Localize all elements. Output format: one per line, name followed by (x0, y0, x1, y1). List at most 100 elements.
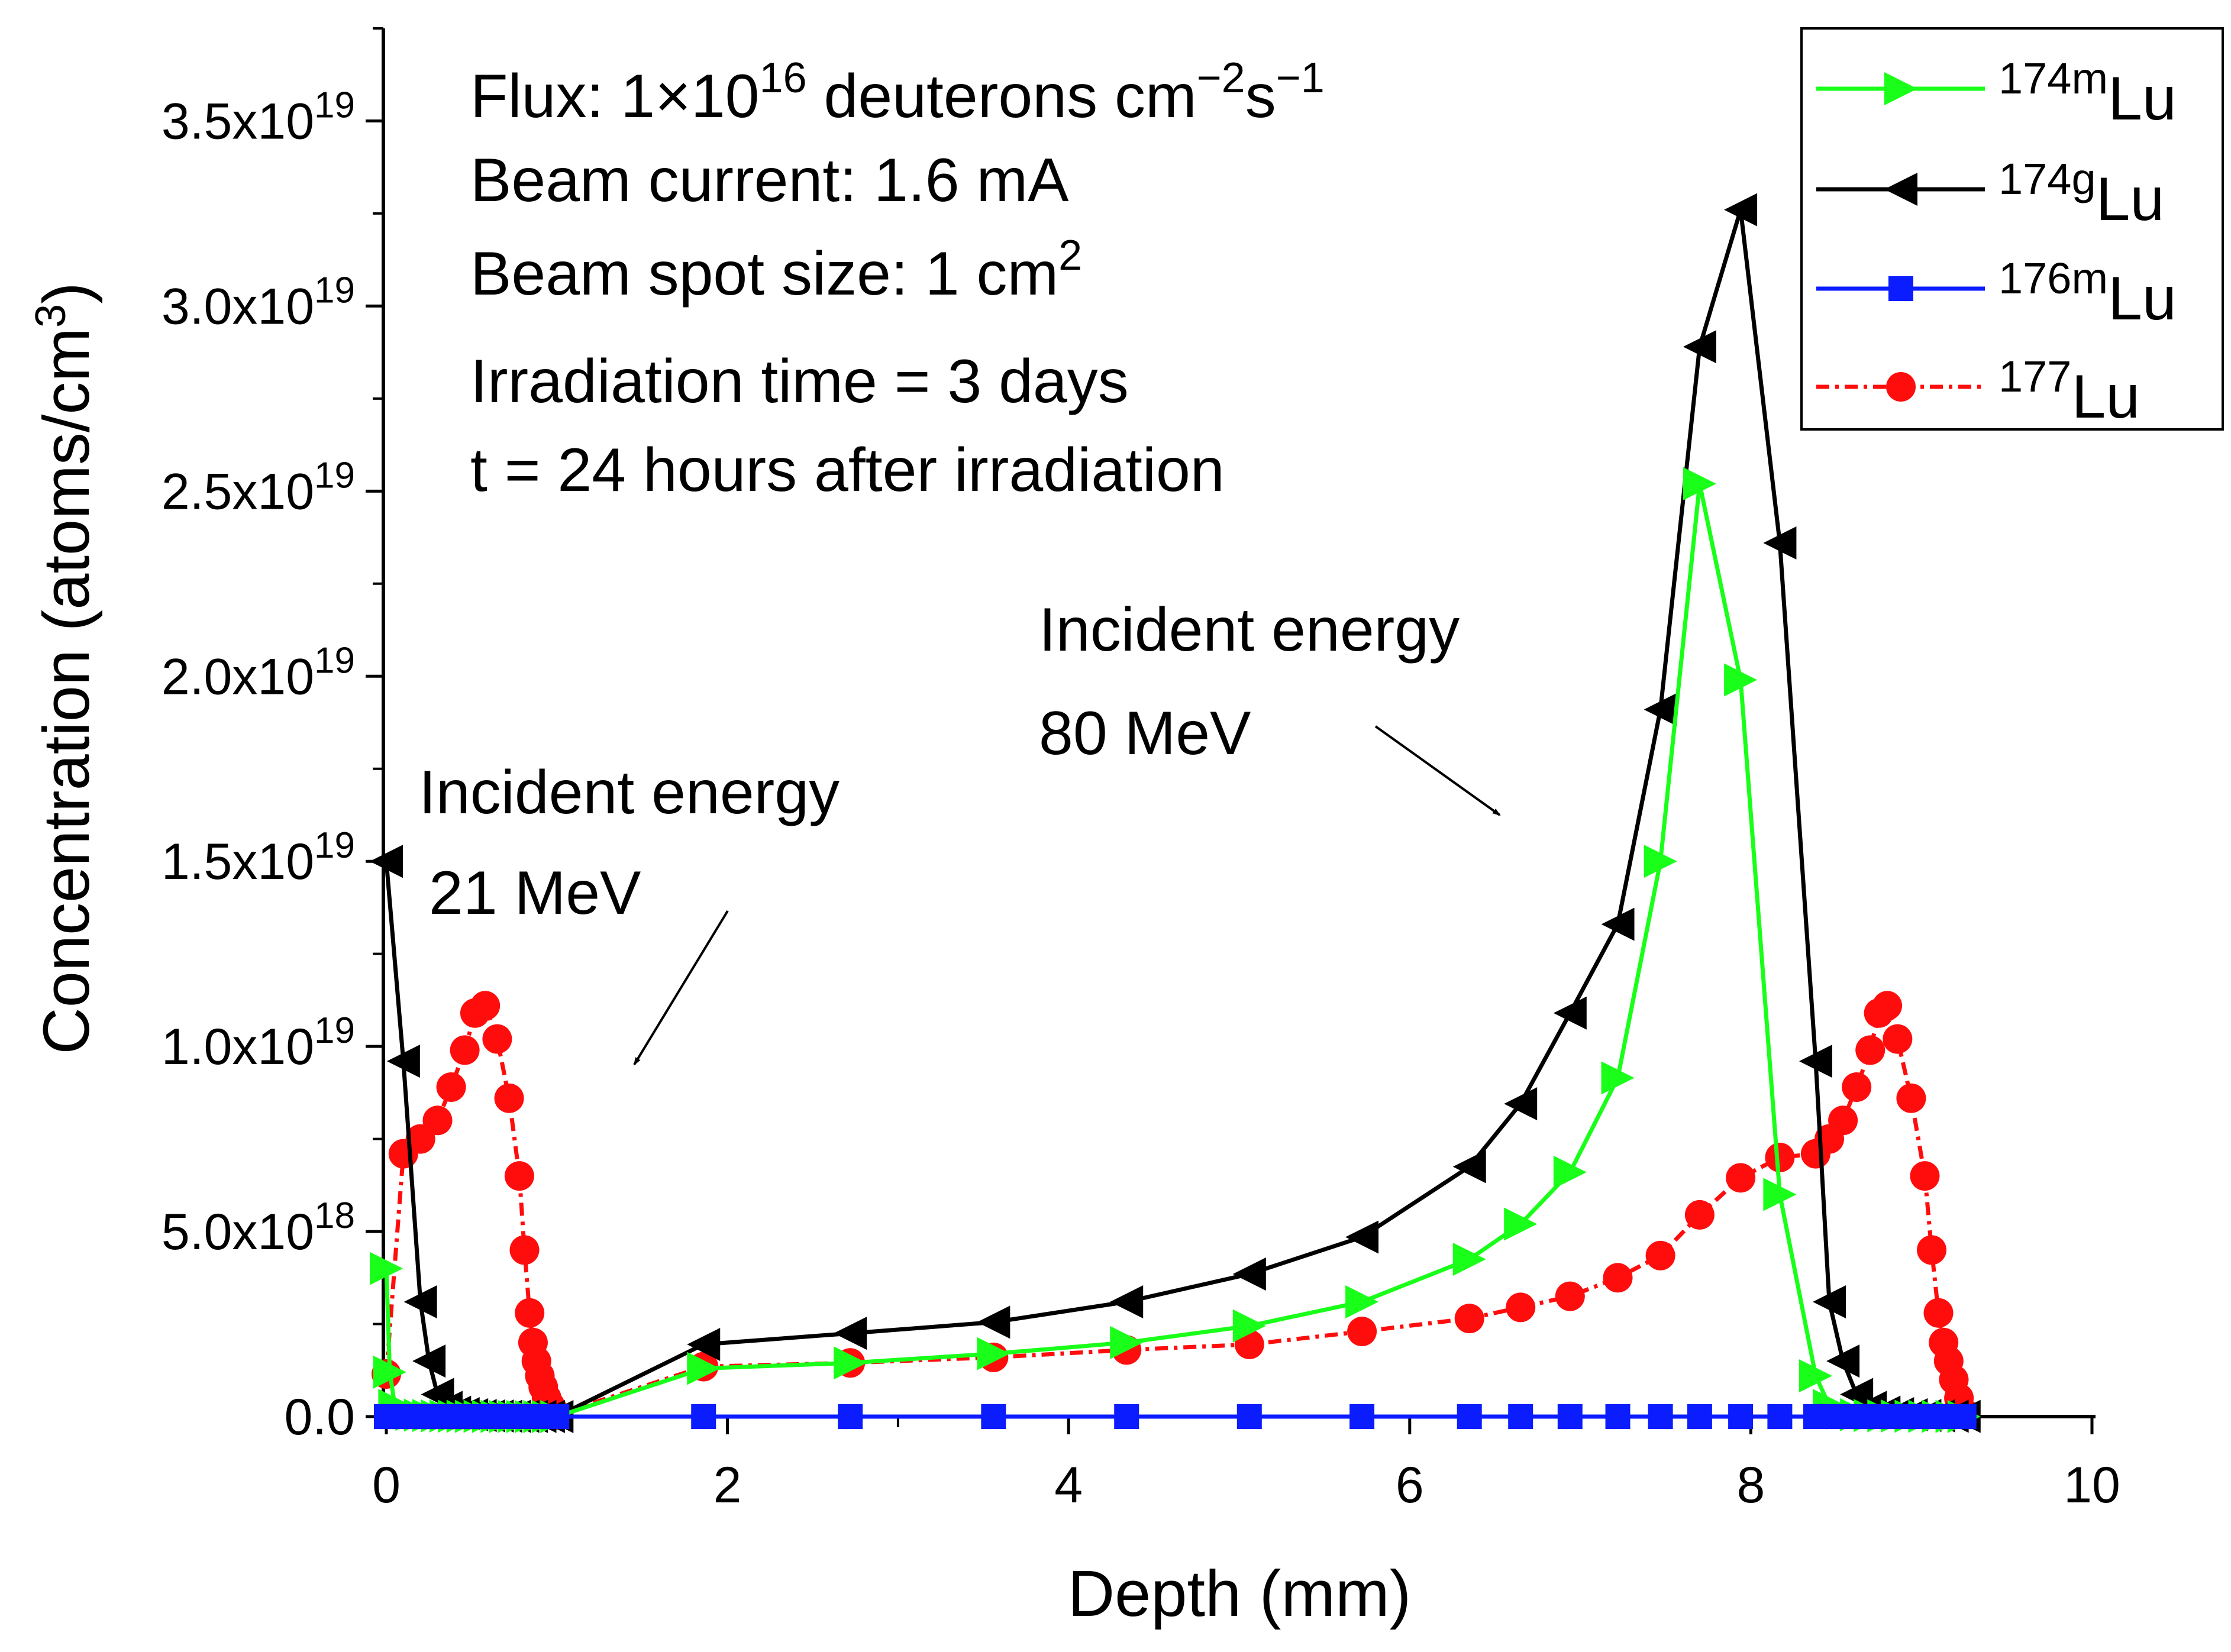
data-point (1644, 693, 1677, 726)
data-point (1813, 1285, 1846, 1318)
data-point (1951, 1404, 1977, 1429)
data-point (1923, 1298, 1954, 1328)
data-point (436, 1072, 466, 1102)
legend-marker (1884, 72, 1917, 105)
y-tick-label: 0.0 (284, 1389, 355, 1446)
annotation-incident-80-line1: Incident energy (1039, 596, 1460, 664)
data-point (838, 1404, 863, 1429)
plot-series (370, 193, 1981, 1433)
data-point (450, 1035, 480, 1065)
data-point (370, 1252, 403, 1285)
data-point (1345, 1285, 1379, 1318)
data-point (1799, 1359, 1832, 1393)
data-point (1236, 1404, 1262, 1429)
data-point (1601, 907, 1635, 941)
data-point (1452, 1150, 1486, 1184)
data-point (1855, 1035, 1885, 1065)
y-axis-ticks: 0.0 5.0x1018 1.0x1019 1.5x1019 2.0x1019 2.5x1… (162, 27, 383, 1446)
data-point (1347, 1317, 1377, 1347)
annotation-incident-21-line2: 21 MeV (429, 859, 641, 927)
annotation-irradiation-time: Irradiation time = 3 days (470, 347, 1129, 416)
data-point (470, 991, 501, 1021)
y-axis-title: Concentration (atoms/cm3) (27, 282, 103, 1055)
data-point (1555, 1281, 1585, 1311)
data-point (1114, 1404, 1139, 1429)
data-point (1896, 1083, 1926, 1113)
legend-label: 176mLu (1998, 254, 2177, 333)
data-point (1724, 193, 1758, 227)
data-point (1605, 1404, 1631, 1429)
x-tick-label: 4 (1054, 1457, 1083, 1514)
data-point (1506, 1292, 1536, 1323)
annotation-spot-size: Beam spot size: 1 cm2 (470, 232, 1082, 308)
data-point (1799, 1045, 1832, 1078)
data-point (1553, 1155, 1587, 1189)
legend-label: 174gLu (1998, 154, 2164, 234)
annotation-incident-80-line2: 80 MeV (1039, 699, 1251, 768)
legend: 174mLu 174gLu 176mLu 177Lu (1800, 27, 2224, 431)
data-point (977, 1305, 1010, 1339)
data-point (834, 1346, 867, 1380)
data-point (386, 1045, 420, 1078)
data-point (373, 1355, 406, 1389)
data-point (412, 1344, 446, 1378)
data-point (1724, 663, 1758, 697)
arrow-incident-21 (633, 910, 729, 1066)
x-tick-label: 2 (713, 1457, 742, 1514)
annotation-incident-21-line1: Incident energy (419, 758, 840, 827)
data-point (834, 1317, 867, 1350)
data-point (1504, 1207, 1538, 1241)
data-point (403, 1285, 437, 1318)
legend-item-177Lu: 177Lu (1816, 352, 2140, 431)
data-point (1557, 1404, 1583, 1429)
data-point (1454, 1304, 1484, 1334)
data-point (1763, 526, 1797, 560)
annotation-flux: Flux: 1×1016 deuterons cm−2s−1 (470, 54, 1325, 131)
data-point (1872, 991, 1903, 1021)
data-point (1910, 1161, 1940, 1191)
data-point (1345, 1220, 1379, 1254)
x-tick-label: 10 (2064, 1457, 2120, 1514)
y-tick-label: 3.0x1019 (162, 270, 355, 335)
legend-label: 177Lu (1998, 352, 2140, 431)
data-point (1683, 467, 1716, 500)
data-point (482, 1024, 512, 1054)
x-tick-label: 8 (1736, 1457, 1765, 1514)
x-tick-label: 0 (372, 1457, 401, 1514)
data-point (1504, 1087, 1538, 1121)
y-tick-label: 3.5x1019 (162, 85, 355, 150)
data-point (422, 1105, 453, 1136)
data-point (1232, 1309, 1266, 1343)
y-tick-label: 1.0x1019 (162, 1010, 355, 1075)
y-tick-label: 5.0x1018 (162, 1195, 355, 1260)
series-174gLu (370, 193, 1981, 1433)
data-point (981, 1404, 1006, 1429)
legend-item-176mLu: 176mLu (1816, 254, 2177, 333)
data-point (977, 1337, 1010, 1370)
legend-label: 174mLu (1998, 54, 2177, 133)
annotation-decay-time: t = 24 hours after irradiation (470, 436, 1225, 505)
data-point (544, 1404, 570, 1429)
data-point (1683, 330, 1716, 364)
y-tick-label: 2.0x1019 (162, 640, 355, 705)
data-point (691, 1404, 716, 1429)
data-point (1687, 1404, 1712, 1429)
data-point (1232, 1257, 1266, 1291)
data-point (1763, 1178, 1797, 1211)
data-point (1603, 1263, 1633, 1293)
data-point (1842, 1072, 1872, 1102)
legend-marker (1884, 173, 1917, 206)
data-point (1110, 1285, 1144, 1318)
data-point (515, 1298, 545, 1328)
x-tick-label: 6 (1396, 1457, 1424, 1514)
x-axis-ticks: 0 2 4 6 8 10 (372, 1417, 2120, 1514)
legend-marker (1888, 276, 1913, 301)
y-tick-label: 1.5x1019 (162, 825, 355, 890)
data-point (1601, 1061, 1635, 1095)
data-point (1508, 1404, 1533, 1429)
series-176mLu (374, 1404, 1977, 1429)
data-point (370, 845, 403, 878)
y-tick-label: 2.5x1019 (162, 455, 355, 520)
data-point (1765, 1142, 1795, 1172)
